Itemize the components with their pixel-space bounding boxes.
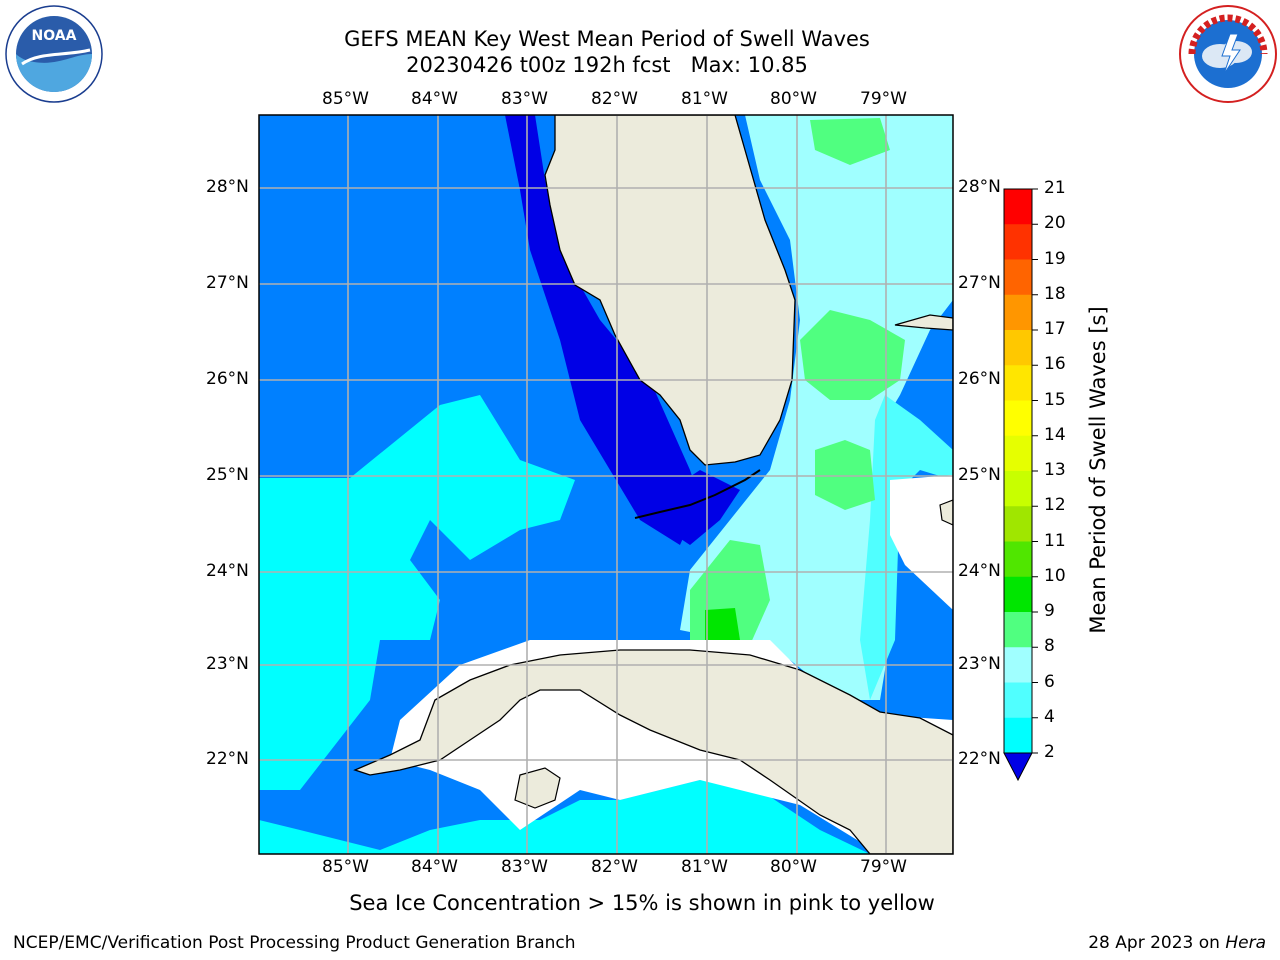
footer-host: Hera	[1225, 933, 1266, 953]
nws-logo	[1179, 5, 1277, 103]
svg-text:NOAA: NOAA	[32, 28, 77, 44]
chart-subtitle: 20230426 t00z 192h fcst Max: 10.85	[406, 53, 808, 77]
lat-label-right: 26°N	[958, 369, 1001, 389]
lat-label-right: 22°N	[958, 749, 1001, 769]
colorbar-bin	[1004, 576, 1032, 613]
lon-label-top: 79°W	[860, 89, 907, 109]
lat-label-left: 26°N	[206, 369, 249, 389]
lat-label-left: 23°N	[206, 654, 249, 674]
lon-label-bottom: 84°W	[411, 857, 458, 877]
swell-contour-darkblue-keys	[655, 470, 740, 545]
colorbar-bin	[1004, 365, 1032, 401]
land-bahamas-grand	[894, 314, 953, 331]
colorbar-bin	[1004, 189, 1032, 225]
lat-label-left: 27°N	[206, 273, 249, 293]
colorbar-bin	[1004, 506, 1032, 542]
colorbar-tick-label: 14	[1044, 424, 1066, 445]
swell-contour-green-mid	[800, 310, 905, 400]
swell-contour-green-north	[810, 118, 890, 165]
colorbar-bin	[1004, 541, 1032, 578]
colorbar-tick-label: 2	[1044, 742, 1055, 762]
colorbar-tick-label: 18	[1044, 283, 1066, 304]
lon-label-top: 83°W	[501, 89, 548, 109]
colorbar-bin	[1004, 471, 1032, 507]
colorbar-bin	[1004, 294, 1032, 331]
lat-label-left: 22°N	[206, 749, 249, 769]
lat-label-left: 28°N	[206, 177, 249, 197]
colorbar-bin	[1004, 259, 1032, 296]
footer-date: 28 Apr 2023 on Hera	[1088, 933, 1266, 953]
colorbar-bin	[1004, 435, 1032, 472]
colorbar-tick-label: 17	[1044, 319, 1066, 339]
colorbar-tick-label: 10	[1044, 565, 1066, 586]
lat-label-right: 28°N	[958, 177, 1001, 197]
colorbar-tick-label: 6	[1044, 671, 1055, 692]
footer-credit: NCEP/EMC/Verification Post Processing Pr…	[13, 933, 576, 953]
lon-label-bottom: 83°W	[501, 857, 548, 877]
swell-contour-green-east	[815, 440, 875, 510]
colorbar-bin	[1004, 330, 1032, 366]
colorbar-bin	[1004, 612, 1032, 648]
lon-label-top: 85°W	[322, 89, 369, 109]
colorbar-tick-label: 15	[1044, 389, 1066, 410]
colorbar-bin	[1004, 647, 1032, 683]
colorbar-tick-label: 20	[1044, 213, 1066, 234]
graticule	[259, 115, 953, 854]
colorbar-tick-label: 13	[1044, 460, 1066, 480]
lon-label-top: 81°W	[681, 89, 728, 109]
swell-contour-cyan-south	[259, 780, 870, 854]
footer-date-text: 28 Apr 2023 on	[1088, 933, 1226, 953]
lat-label-right: 23°N	[958, 654, 1001, 674]
lat-label-right: 24°N	[958, 561, 1001, 581]
swell-contour-cyan-atlantic-edge	[860, 395, 953, 700]
lon-label-bottom: 80°W	[770, 857, 817, 877]
colorbar-extend-arrow	[1003, 752, 1033, 782]
nodata-area-florida-east	[890, 475, 953, 610]
colorbar-tick-label: 8	[1044, 636, 1055, 657]
land-florida-keys	[634, 469, 761, 519]
lon-label-top: 80°W	[770, 89, 817, 109]
lon-label-bottom: 81°W	[681, 857, 728, 877]
lon-label-top: 84°W	[411, 89, 458, 109]
map-area	[259, 115, 953, 854]
colorbar-bin	[1004, 717, 1032, 754]
lon-label-top: 82°W	[591, 89, 638, 109]
colorbar-tick-label: 12	[1044, 495, 1066, 516]
sea-ice-note: Sea Ice Concentration > 15% is shown in …	[349, 891, 935, 915]
swell-contour-cyan-west	[259, 395, 575, 790]
lon-label-bottom: 85°W	[322, 857, 369, 877]
lat-label-right: 25°N	[958, 465, 1001, 485]
colorbar-bin	[1004, 682, 1032, 719]
lat-label-right: 27°N	[958, 273, 1001, 293]
colorbar-bin	[1004, 400, 1032, 437]
noaa-logo: NOAA	[5, 5, 103, 103]
colorbar-tick-label: 19	[1044, 248, 1066, 269]
colorbar-bin	[1004, 224, 1032, 260]
colorbar-tick-label: 4	[1044, 706, 1055, 727]
chart-title: GEFS MEAN Key West Mean Period of Swell …	[344, 27, 870, 51]
map-border	[258, 114, 954, 855]
lat-label-left: 24°N	[206, 561, 249, 581]
land-bahamas-andros	[939, 499, 953, 526]
colorbar-tick-label: 11	[1044, 530, 1066, 551]
lon-label-bottom: 82°W	[591, 857, 638, 877]
colorbar-tick-label: 9	[1044, 601, 1055, 621]
lat-label-left: 25°N	[206, 465, 249, 485]
swell-contour-brightgreen-straits	[705, 608, 740, 640]
colorbar-tick-label: 21	[1044, 178, 1066, 198]
colorbar	[1003, 188, 1038, 782]
colorbar-tick-label: 16	[1044, 354, 1066, 375]
colorbar-label: Mean Period of Swell Waves [s]	[1086, 306, 1110, 634]
land-florida	[544, 115, 796, 466]
lon-label-bottom: 79°W	[860, 857, 907, 877]
